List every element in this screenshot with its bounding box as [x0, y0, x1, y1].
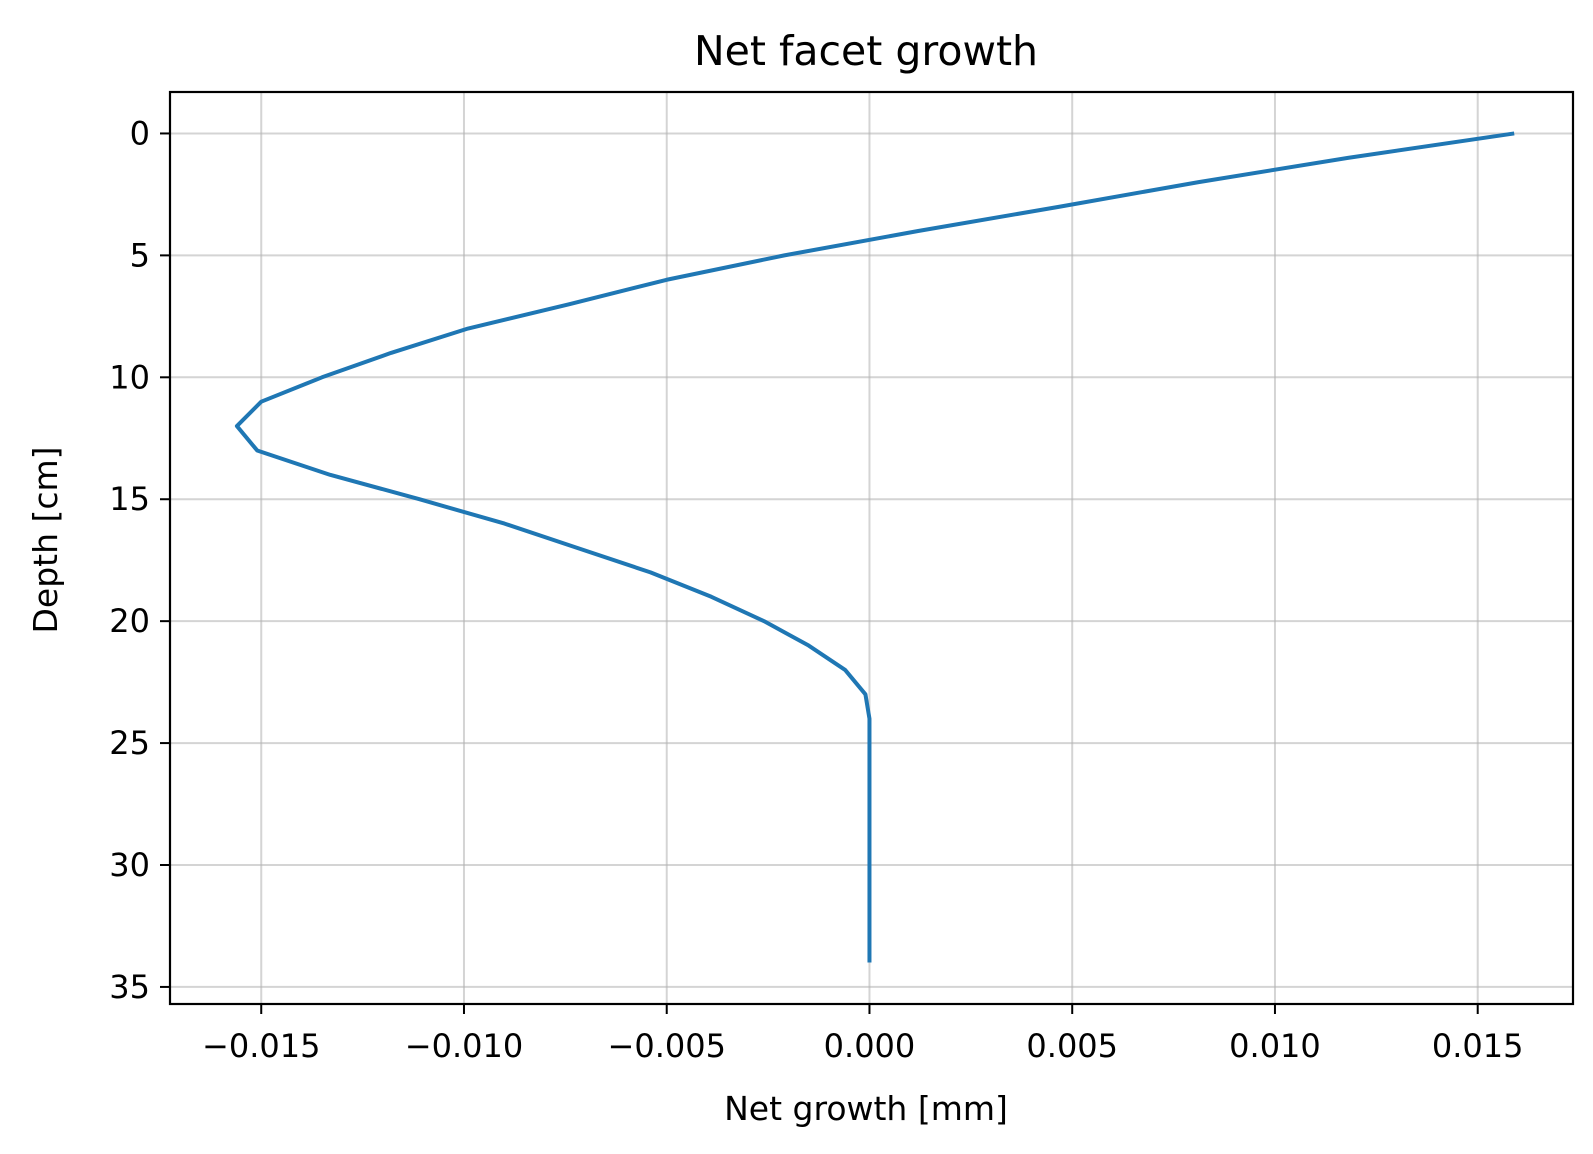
y-tick-label: 35 [109, 968, 150, 1006]
x-axis-label: Net growth [mm] [724, 1089, 1008, 1128]
grid [170, 92, 1573, 1004]
y-axis-label: Depth [cm] [26, 446, 65, 633]
x-tick-label: −0.005 [608, 1027, 726, 1065]
x-axis: −0.015 −0.010 −0.005 0.000 0.005 0.010 0.015 [202, 1004, 1524, 1065]
y-axis: 0 5 10 15 20 25 30 35 [109, 114, 170, 1006]
x-tick-label: −0.010 [405, 1027, 523, 1065]
x-tick-label: 0.015 [1432, 1027, 1524, 1065]
plot-area [234, 131, 1515, 963]
x-tick-label: −0.015 [202, 1027, 320, 1065]
x-tick-label: 0.005 [1026, 1027, 1118, 1065]
chart-title: Net facet growth [694, 27, 1038, 75]
axes-frame [168, 90, 1575, 1006]
y-tick-label: 10 [109, 358, 150, 396]
y-tick-label: 25 [109, 724, 150, 762]
y-tick-label: 15 [109, 480, 150, 518]
y-tick-label: 30 [109, 846, 150, 884]
y-tick-label: 20 [109, 602, 150, 640]
y-tick-label: 5 [130, 236, 150, 274]
series-line [234, 131, 1515, 963]
y-tick-label: 0 [130, 114, 150, 152]
x-tick-label: 0.000 [824, 1027, 916, 1065]
x-tick-label: 0.010 [1229, 1027, 1321, 1065]
